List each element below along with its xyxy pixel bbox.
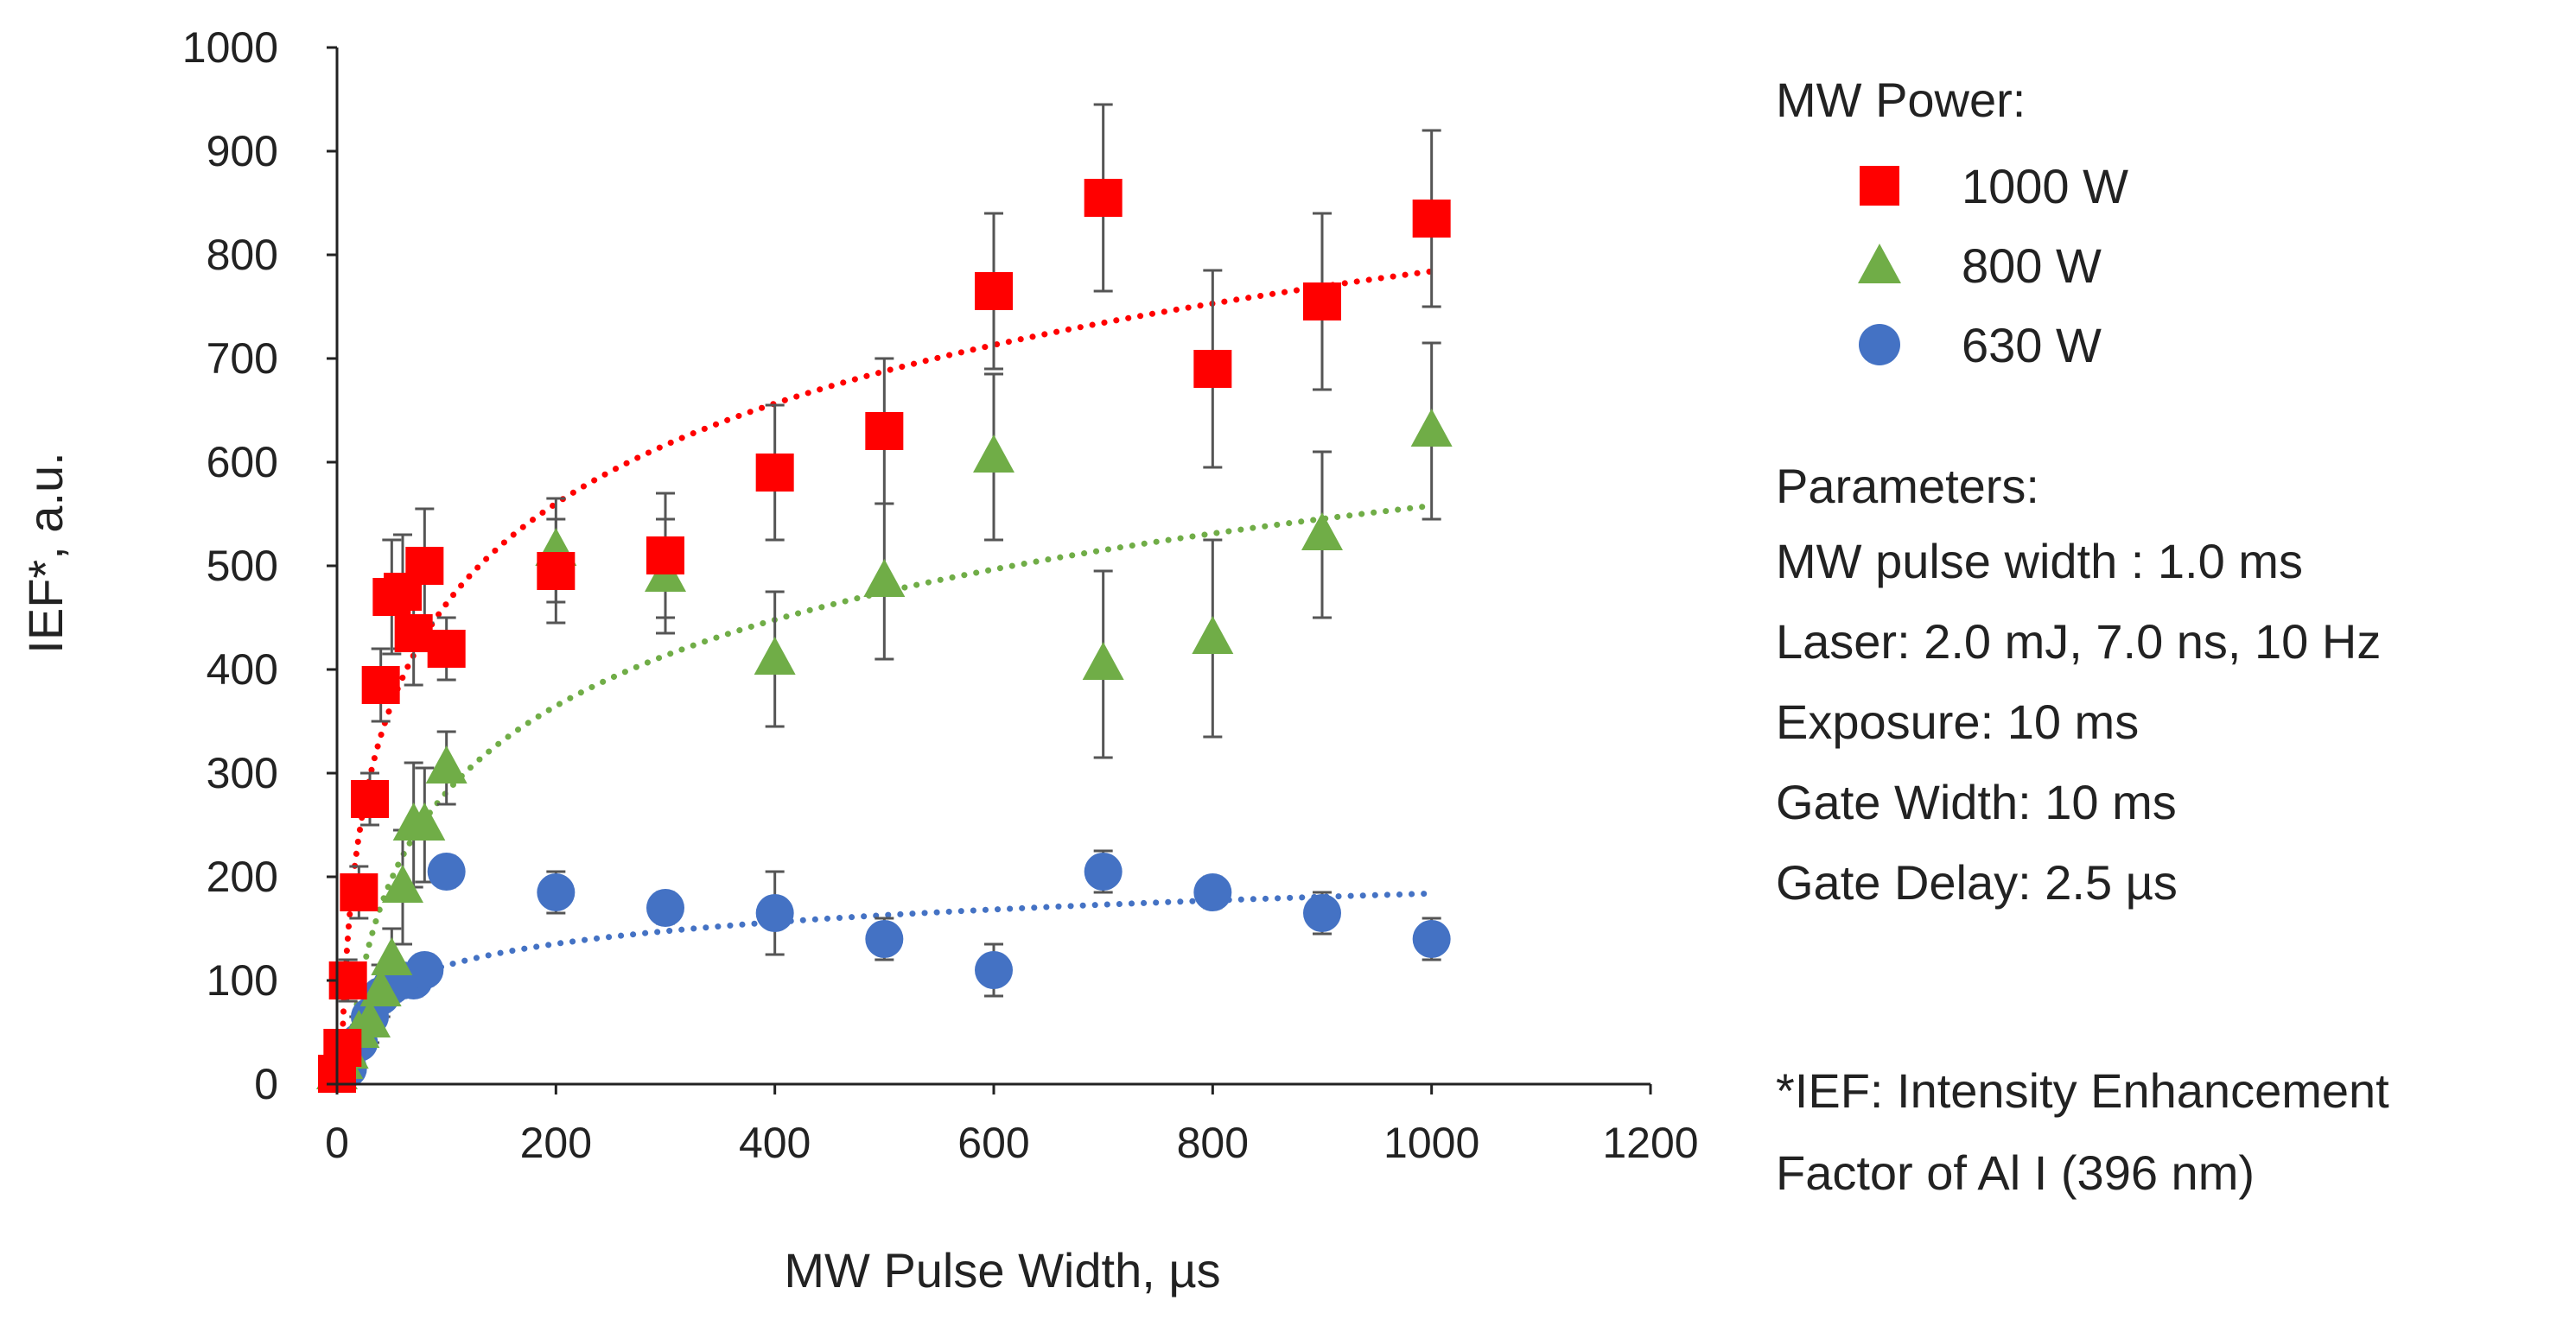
data-point-800w <box>973 435 1014 473</box>
data-point-800w <box>863 559 906 597</box>
data-point-1000w <box>361 666 400 704</box>
data-point-630w <box>646 889 684 927</box>
data-point-1000w <box>975 272 1013 310</box>
data-point-630w <box>427 853 466 891</box>
data-point-1000w <box>340 873 378 911</box>
y-tick-label: 800 <box>207 231 278 279</box>
x-tick-label: 200 <box>520 1119 592 1167</box>
y-tick-label: 500 <box>207 542 278 590</box>
parameter-line: Laser: 2.0 mJ, 7.0 ns, 10 Hz <box>1776 614 2382 669</box>
data-point-1000w <box>351 780 389 818</box>
data-point-1000w <box>1303 282 1341 320</box>
data-point-1000w <box>537 552 576 590</box>
x-tick-label: 600 <box>957 1119 1029 1167</box>
axes: 0 200 400 600 800 1000 1200 0 100 200 300 400 500 600… <box>182 23 1699 1167</box>
data-point-1000w <box>1193 350 1232 388</box>
x-axis-title: MW Pulse Width, µs <box>784 1243 1220 1297</box>
legend-item-1000w: 1000 W <box>1849 155 2128 216</box>
data-point-800w <box>425 745 467 784</box>
data-point-1000w <box>1412 200 1451 238</box>
trend-lines <box>339 268 1435 1088</box>
square-marker-icon <box>1860 166 1899 206</box>
data-point-630w <box>1303 894 1341 932</box>
footnote-line: *IEF: Intensity Enhancement <box>1776 1063 2389 1118</box>
data-point-800w <box>1192 616 1234 654</box>
legend-label: 1000 W <box>1962 158 2128 213</box>
data-point-1000w <box>646 536 684 574</box>
y-axis-title: IEF*, a.u. <box>18 452 73 653</box>
data-point-630w <box>975 951 1013 989</box>
parameter-line: Gate Width: 10 ms <box>1776 775 2177 829</box>
x-tick-label: 1200 <box>1602 1119 1698 1167</box>
x-tick-label: 400 <box>739 1119 811 1167</box>
data-point-630w <box>755 894 794 932</box>
parameter-line: Gate Delay: 2.5 µs <box>1776 855 2178 910</box>
parameter-line: Exposure: 10 ms <box>1776 695 2140 749</box>
data-point-800w <box>404 803 446 841</box>
footnote-line: Factor of Al I (396 nm) <box>1776 1145 2255 1200</box>
data-point-800w <box>1301 512 1343 550</box>
y-tick-label: 100 <box>207 956 278 1005</box>
data-point-800w <box>382 865 423 903</box>
circle-marker-icon <box>1859 324 1900 365</box>
data-point-800w <box>359 968 402 1006</box>
data-point-1000w <box>1084 179 1123 217</box>
data-point-630w <box>1412 920 1451 958</box>
y-tick-label: 600 <box>207 438 278 486</box>
data-point-630w <box>537 873 576 911</box>
data-point-1000w <box>394 614 433 652</box>
triangle-marker-icon <box>1858 244 1901 283</box>
y-tick-label: 200 <box>207 853 278 901</box>
y-tick-label: 900 <box>207 127 278 175</box>
legend-title: MW Power: <box>1776 73 2026 127</box>
data-point-800w <box>349 999 391 1037</box>
y-tick-label: 1000 <box>182 23 278 72</box>
data-point-1000w <box>323 1029 362 1067</box>
legend-item-630w: 630 W <box>1849 314 2102 375</box>
data-point-630w <box>1084 853 1123 891</box>
data-point-630w <box>1193 873 1232 911</box>
data-point-1000w <box>755 454 794 492</box>
data-point-630w <box>405 951 444 989</box>
data-point-800w <box>754 637 796 675</box>
data-point-800w <box>371 937 413 975</box>
y-tick-label: 300 <box>207 749 278 797</box>
trend-line-2 <box>345 890 1435 1041</box>
data-point-1000w <box>865 412 904 450</box>
data-point-1000w <box>405 547 444 585</box>
y-tick-label: 400 <box>207 645 278 694</box>
x-tick-label: 0 <box>325 1119 349 1167</box>
data-points <box>316 179 1453 1093</box>
legend-label: 800 W <box>1962 238 2102 293</box>
parameters-title: Parameters: <box>1776 459 2039 513</box>
x-tick-label: 1000 <box>1383 1119 1479 1167</box>
data-point-800w <box>1410 409 1453 447</box>
x-tick-label: 800 <box>1177 1119 1249 1167</box>
legend-label: 630 W <box>1962 317 2102 372</box>
data-point-1000w <box>427 630 466 668</box>
y-tick-label: 700 <box>207 334 278 383</box>
legend-item-800w: 800 W <box>1849 235 2102 295</box>
data-point-630w <box>865 920 904 958</box>
data-point-800w <box>1082 642 1124 680</box>
y-tick-label: 0 <box>254 1060 278 1108</box>
parameter-line: MW pulse width : 1.0 ms <box>1776 534 2303 588</box>
